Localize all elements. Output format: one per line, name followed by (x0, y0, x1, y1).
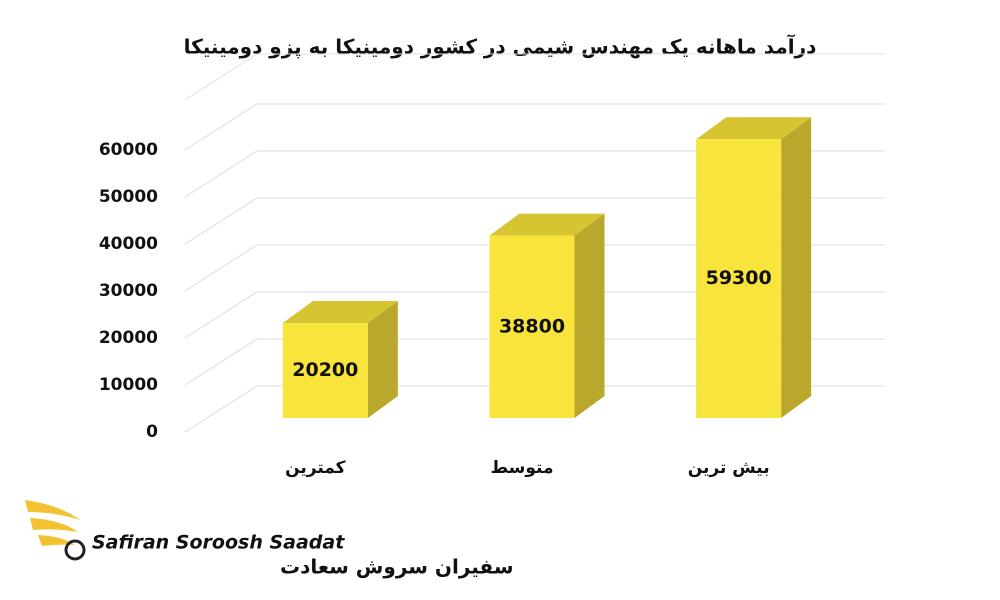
grid-line (184, 385, 885, 433)
bar-top (489, 213, 605, 236)
y-tick-label: 60000 (99, 140, 158, 160)
bar-side (367, 301, 398, 418)
bar-front (489, 235, 575, 418)
logo-wings (25, 500, 80, 546)
bar-side (574, 213, 605, 418)
x-tick-label: متوسط (490, 458, 553, 478)
bar (489, 213, 605, 418)
grid-line (184, 103, 885, 151)
value-label: 20200 (292, 359, 358, 381)
grid-line (184, 197, 885, 245)
grid-line (184, 338, 885, 386)
bar-side (781, 117, 812, 418)
y-tick-label: 20000 (99, 328, 158, 348)
y-tick-label: 0 (146, 422, 158, 442)
y-tick-label: 50000 (99, 187, 158, 207)
bar-top (696, 117, 812, 140)
y-tick-label: 40000 (99, 234, 158, 254)
bar (282, 301, 398, 418)
bar-front (696, 139, 782, 419)
y-tick-label: 10000 (99, 375, 158, 395)
y-tick-label: 30000 (99, 281, 158, 301)
value-label: 38800 (499, 315, 565, 337)
x-tick-label: کمترین (285, 458, 346, 478)
logo-persian: سفیران سروش سعادت (280, 555, 514, 579)
value-label: 59300 (706, 267, 772, 289)
x-tick-label: بیش ترین (688, 458, 770, 478)
chart-title: درآمد ماهانه یک مهندس شیمی در کشور دومین… (184, 34, 817, 60)
logo-ring (64, 539, 86, 561)
bar-top (282, 301, 398, 324)
bar-front (282, 323, 368, 418)
logo-latin: Safiran Soroosh Saadat (92, 532, 345, 554)
grid-line (184, 291, 885, 339)
grid-line (184, 244, 885, 292)
wall-edge (184, 53, 258, 101)
logo: Safiran Soroosh Saadat سفیران سروش سعادت (25, 500, 514, 579)
grid-line (184, 150, 885, 198)
bar (696, 117, 812, 419)
